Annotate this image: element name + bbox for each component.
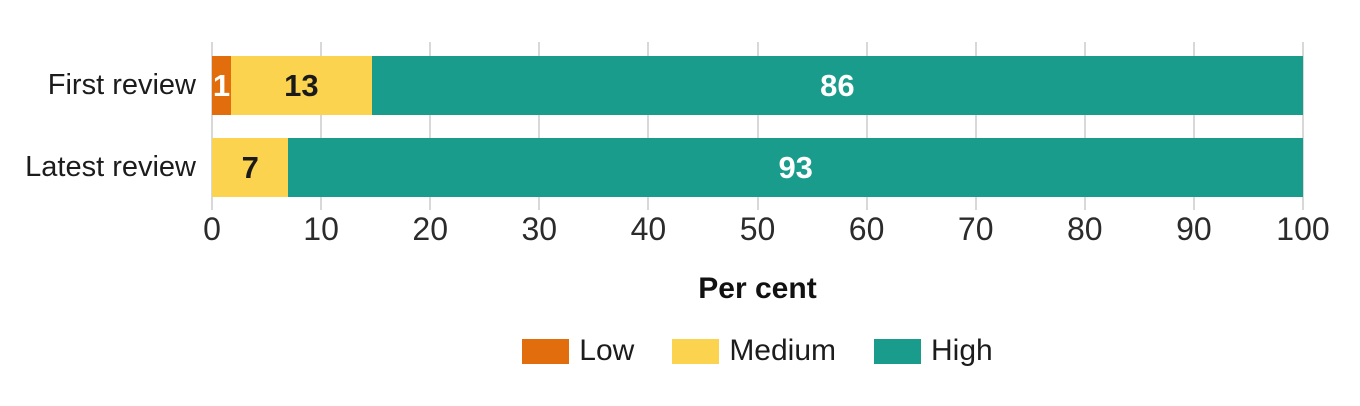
- gridline-80: [1083, 42, 1086, 210]
- legend-label: High: [931, 334, 993, 367]
- gridline-0: [211, 42, 213, 210]
- bar-row: 1 13 86: [212, 56, 1303, 115]
- gridline-20: [429, 42, 432, 210]
- x-tick-label-90: 90: [1176, 211, 1212, 247]
- x-tick-label-10: 10: [303, 211, 339, 247]
- bar-segment-high: 86: [371, 56, 1303, 115]
- x-tick-label-0: 0: [203, 211, 221, 247]
- x-tick-label-80: 80: [1067, 211, 1103, 247]
- gridline-30: [538, 42, 541, 210]
- gridline-90: [1192, 42, 1195, 210]
- x-tick-label-40: 40: [630, 211, 667, 247]
- legend-item-low: Low: [522, 336, 634, 366]
- value-label: 93: [778, 150, 813, 185]
- legend-swatch-medium: [672, 338, 720, 364]
- x-tick-label-100: 100: [1276, 211, 1330, 247]
- legend: Low Medium High: [212, 336, 1303, 366]
- plot-area: 1 13 86 7 93: [211, 42, 1304, 210]
- x-tick-label-30: 30: [521, 211, 558, 247]
- gridline-10: [320, 42, 323, 210]
- bar-segment-medium: 7: [212, 138, 289, 197]
- value-label: 13: [284, 68, 319, 103]
- legend-label: Medium: [729, 334, 837, 367]
- x-tick-label-60: 60: [848, 211, 885, 247]
- gridline-70: [974, 42, 977, 210]
- value-label: 7: [241, 150, 259, 185]
- gridline-40: [647, 42, 650, 210]
- x-tick-label-20: 20: [412, 211, 448, 247]
- x-axis-title: Per cent: [698, 272, 817, 305]
- x-tick-label-50: 50: [739, 211, 776, 247]
- category-label-first-review: First review: [47, 69, 196, 101]
- bar-row: 7 93: [212, 138, 1303, 197]
- x-tick-label-70: 70: [957, 211, 994, 247]
- value-label: 1: [212, 68, 231, 103]
- category-label-latest-review: Latest review: [25, 151, 196, 183]
- gridline-60: [865, 42, 868, 210]
- legend-swatch-high: [874, 338, 922, 364]
- gridline-100: [1302, 42, 1304, 210]
- value-label: 86: [820, 68, 855, 103]
- legend-label: Low: [579, 334, 635, 367]
- bar-segment-low: 1: [212, 56, 231, 115]
- legend-item-medium: Medium: [672, 336, 836, 366]
- legend-swatch-low: [522, 338, 570, 364]
- bar-segment-high: 93: [288, 138, 1303, 197]
- legend-item-high: High: [874, 336, 993, 366]
- bar-segment-medium: 13: [231, 56, 372, 115]
- gridline-50: [756, 42, 759, 210]
